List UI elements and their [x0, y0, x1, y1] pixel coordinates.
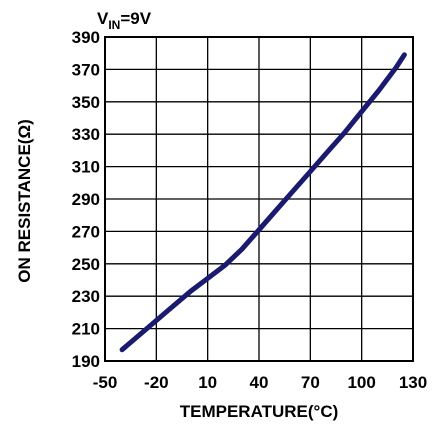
annotation-main: V	[97, 9, 109, 28]
y-tick-label: 290	[72, 190, 100, 209]
y-tick-label: 190	[72, 352, 100, 371]
x-tick-label: 10	[198, 373, 217, 392]
x-tick-label: -50	[93, 373, 118, 392]
y-axis-title: ON RESISTANCE(Ω)	[15, 119, 34, 282]
y-tick-label: 230	[72, 287, 100, 306]
y-tick-label: 350	[72, 93, 100, 112]
x-tick-label: -20	[144, 373, 169, 392]
y-tick-label: 310	[72, 158, 100, 177]
grid	[105, 37, 413, 361]
annotation-vin: VIN=9V	[97, 9, 152, 32]
x-tick-label: 130	[399, 373, 427, 392]
y-tick-label: 210	[72, 320, 100, 339]
y-tick-label: 390	[72, 28, 100, 47]
y-tick-label: 330	[72, 125, 100, 144]
y-tick-label: 370	[72, 60, 100, 79]
x-tick-labels: -50 -20 10 40 70 100 130	[93, 373, 427, 392]
x-tick-label: 40	[250, 373, 269, 392]
annotation-suffix: =9V	[120, 9, 151, 28]
x-axis-title: TEMPERATURE(°C)	[180, 402, 339, 421]
x-tick-label: 100	[347, 373, 375, 392]
x-tick-label: 70	[301, 373, 320, 392]
series-line	[119, 52, 407, 353]
annotation-subscript: IN	[108, 18, 120, 32]
plot-frame	[104, 36, 414, 362]
y-tick-label: 270	[72, 222, 100, 241]
y-tick-label: 250	[72, 255, 100, 274]
y-tick-labels: 190 210 230 250 270 290 310 330 350 370 390	[72, 28, 100, 371]
